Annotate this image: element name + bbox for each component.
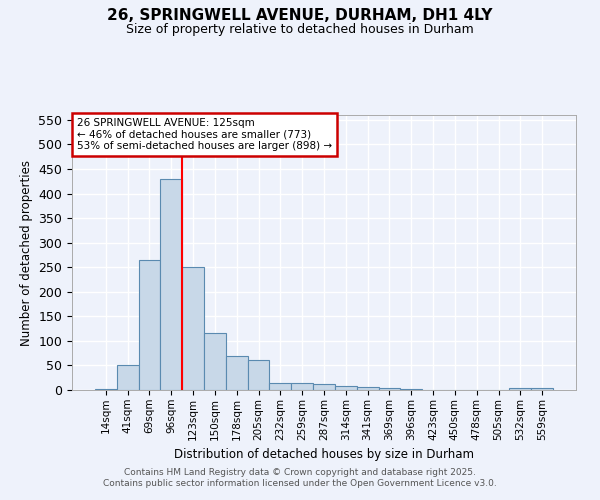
- Bar: [160, 179, 182, 390]
- Bar: [509, 388, 531, 390]
- Text: 26 SPRINGWELL AVENUE: 125sqm
← 46% of detached houses are smaller (773)
53% of s: 26 SPRINGWELL AVENUE: 125sqm ← 46% of de…: [77, 118, 332, 151]
- Text: Contains HM Land Registry data © Crown copyright and database right 2025.
Contai: Contains HM Land Registry data © Crown c…: [103, 468, 497, 487]
- Bar: [248, 360, 269, 390]
- Bar: [182, 267, 204, 390]
- Bar: [335, 386, 357, 390]
- Bar: [357, 386, 379, 390]
- Bar: [400, 388, 422, 390]
- Bar: [379, 388, 400, 390]
- Bar: [226, 356, 248, 390]
- Bar: [95, 388, 117, 390]
- X-axis label: Distribution of detached houses by size in Durham: Distribution of detached houses by size …: [174, 448, 474, 461]
- Text: Size of property relative to detached houses in Durham: Size of property relative to detached ho…: [126, 22, 474, 36]
- Bar: [139, 260, 160, 390]
- Bar: [313, 384, 335, 390]
- Y-axis label: Number of detached properties: Number of detached properties: [20, 160, 33, 346]
- Bar: [117, 366, 139, 390]
- Bar: [531, 388, 553, 390]
- Text: 26, SPRINGWELL AVENUE, DURHAM, DH1 4LY: 26, SPRINGWELL AVENUE, DURHAM, DH1 4LY: [107, 8, 493, 22]
- Bar: [204, 332, 226, 390]
- Bar: [269, 382, 291, 390]
- Bar: [291, 382, 313, 390]
